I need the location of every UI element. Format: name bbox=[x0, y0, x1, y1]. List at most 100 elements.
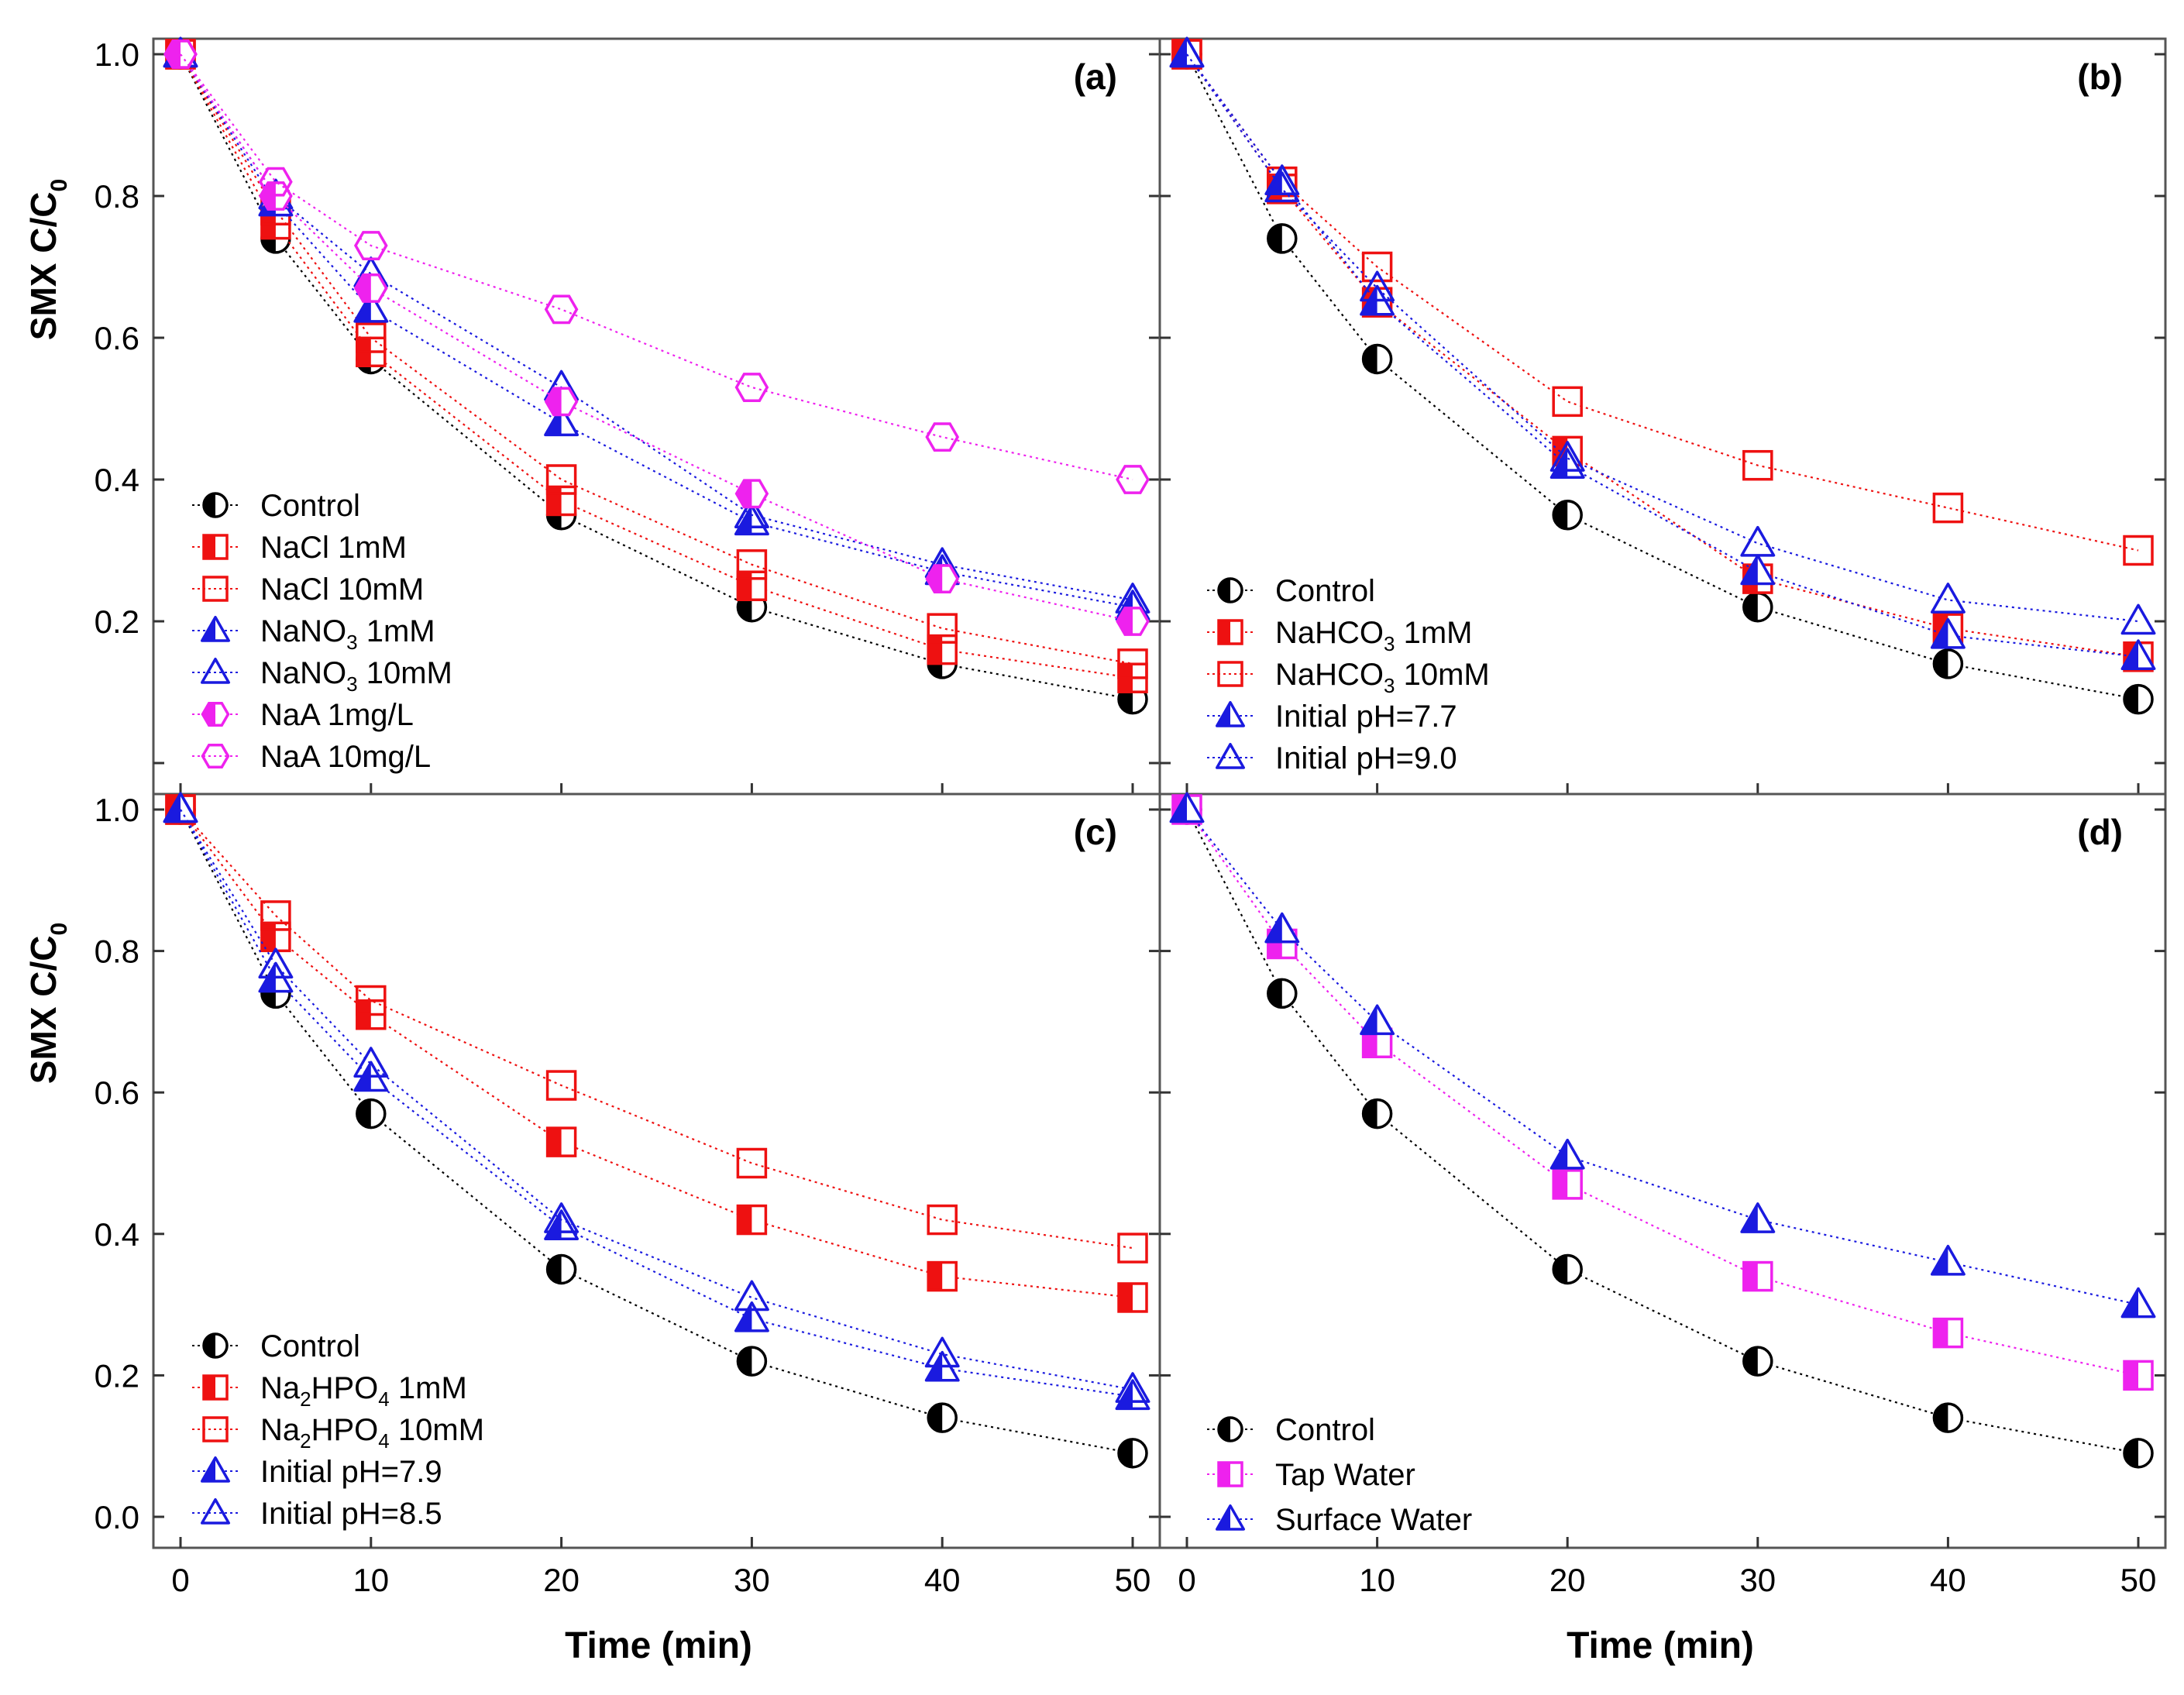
panel-c-xtick-label: 40 bbox=[924, 1562, 961, 1598]
panel-a-ytick-label: 0.6 bbox=[95, 320, 139, 356]
panel-b-series-initial-ph-9-0 bbox=[1169, 36, 2156, 635]
panel-c-legend-marker bbox=[201, 1456, 230, 1483]
legend-label-subscript: 4 bbox=[378, 1429, 389, 1453]
panel-a-series-nacl-10mm-point bbox=[356, 322, 387, 353]
legend-label-suffix: 1mM bbox=[1395, 616, 1473, 650]
panel-d-series-surface-water-point bbox=[1169, 792, 1205, 823]
panel-a-series-naa-1mg-l-point bbox=[1116, 607, 1150, 636]
legend-label-subscript: 2 bbox=[300, 1429, 311, 1453]
panel-c-ytick-label: 0.2 bbox=[95, 1357, 139, 1394]
legend-label-subscript: 3 bbox=[346, 672, 357, 696]
panel-a-series-nacl-10mm-point bbox=[927, 613, 958, 644]
y-axis-title-text: SMX C/C bbox=[23, 936, 64, 1085]
panel-d-ticks: 0 10 20 30 40 50 bbox=[1160, 808, 2165, 1598]
panel-d-xtick-label: 30 bbox=[1739, 1562, 1776, 1598]
panel-c-series-na2hpo4-1mm bbox=[165, 794, 1148, 1313]
panel-d-legend-item: Surface Water bbox=[1207, 1503, 1472, 1537]
panel-a-series-nacl-1mm-point bbox=[927, 634, 958, 665]
panel-d-xtick-label: 40 bbox=[1930, 1562, 1966, 1598]
panel-a-legend-item: Control bbox=[192, 489, 360, 523]
panel-a-legend-item: NaA 10mg/L bbox=[192, 740, 431, 774]
panel-b-legend-marker bbox=[1216, 743, 1245, 769]
panel-d-series-tap-water-line bbox=[1186, 809, 2139, 1377]
panel-d-legend-marker bbox=[1217, 1416, 1243, 1442]
panel-b-legend-marker bbox=[1217, 661, 1243, 687]
panel-a-legend-label: NaNO3 10mM bbox=[260, 656, 452, 696]
panel-d-xtick-label: 50 bbox=[2120, 1562, 2157, 1598]
panel-a-series-nacl-10mm-point bbox=[545, 464, 577, 495]
legend-label-suffix: 1mM bbox=[390, 1371, 467, 1405]
panel-b-legend-label: NaHCO3 1mM bbox=[1275, 616, 1473, 655]
panel-d-legend-item: Control bbox=[1207, 1413, 1375, 1447]
panel-a-series-naa-10mg-l-point bbox=[353, 231, 388, 260]
panel-b-series-control-point bbox=[1267, 223, 1298, 254]
panel-a-series-nacl-10mm-point bbox=[1117, 648, 1148, 679]
panel-b-series-initial-ph-7-7-point bbox=[2120, 639, 2156, 671]
legend-label-text: NaA 1mg/L bbox=[260, 698, 414, 732]
panel-b-series-initial-ph-7-7-line bbox=[1186, 53, 2139, 658]
panel-a-series-nano3-1mm-line bbox=[180, 53, 1133, 608]
panel-a-legend-item: NaCl 1mM bbox=[192, 531, 407, 565]
panel-a-series-nacl-1mm-point bbox=[545, 485, 577, 517]
legend-label-text: NaCl 10mM bbox=[260, 572, 424, 607]
panel-c-series-na2hpo4-1mm-point bbox=[260, 921, 291, 953]
panel-d-legend-marker bbox=[1217, 1461, 1243, 1487]
legend-label-subscript: 3 bbox=[1384, 674, 1395, 697]
panel-a-legend-label: NaCl 1mM bbox=[260, 531, 407, 565]
panel-c-series-initial-ph-8-5-point bbox=[163, 792, 198, 823]
panel-d-series-control-point bbox=[1361, 1098, 1393, 1129]
panel-c-series-initial-ph-8-5 bbox=[163, 792, 1150, 1403]
y-axis-title-bottom: SMX C/C0 bbox=[23, 923, 72, 1084]
panel-c-series-na2hpo4-1mm-point bbox=[1117, 1282, 1148, 1313]
panel-c-series-initial-ph-8-5-point bbox=[258, 947, 294, 979]
legend-label-text: NaA 10mg/L bbox=[260, 740, 431, 774]
panel-d-series-surface-water bbox=[1169, 792, 2156, 1319]
panel-a-ytick-label: 1.0 bbox=[95, 36, 139, 73]
panel-a-legend-marker bbox=[201, 701, 230, 727]
panel-d-legend-label: Tap Water bbox=[1275, 1458, 1415, 1492]
panel-d-series-surface-water-point bbox=[1264, 912, 1300, 944]
panel-b-series-initial-ph-9-0-point bbox=[1169, 36, 1205, 68]
panel-c-legend-label: Control bbox=[260, 1329, 360, 1363]
panel-a: 0.2 0.4 0.6 0.8 1.0 (a) Control NaCl 1mM NaCl 10… bbox=[95, 36, 1161, 796]
panel-a-series-naa-10mg-l-point bbox=[1116, 465, 1150, 494]
panel-a-legend-marker bbox=[201, 658, 230, 684]
panel-c-series-initial-ph-8-5-point bbox=[353, 1047, 389, 1078]
panel-c-series-na2hpo4-1mm-point bbox=[545, 1126, 577, 1157]
axis-titles: SMX C/C0 SMX C/C0 Time (min) Time (min) bbox=[23, 179, 1754, 1666]
panel-d-series-tap-water-point bbox=[1552, 1169, 1583, 1200]
panel-c: 0.0 0.2 0.4 0.6 0.8 1.0 0 10 20 30 40 50 (c) Control N… bbox=[95, 792, 1161, 1598]
panel-b-legend-label: Control bbox=[1275, 574, 1375, 608]
panel-b-series-control-point bbox=[1742, 591, 1773, 623]
panel-a-label: (a) bbox=[1074, 57, 1117, 97]
legend-label-text: Control bbox=[1275, 1413, 1375, 1447]
panel-c-series-control-point bbox=[356, 1098, 387, 1129]
panel-c-ytick-label: 0.4 bbox=[95, 1216, 139, 1253]
panel-c-series-initial-ph-8-5-line bbox=[180, 809, 1133, 1391]
y-axis-title-top: SMX C/C0 bbox=[23, 179, 72, 340]
panel-d-legend-label: Control bbox=[1275, 1413, 1375, 1447]
panel-a-series-naa-10mg-l-point bbox=[734, 373, 769, 402]
panel-b-series-control-point bbox=[1932, 648, 1964, 679]
panel-d-frame bbox=[1158, 792, 2167, 1549]
x-axis-title-left: Time (min) bbox=[565, 1625, 752, 1666]
panel-c-series-na2hpo4-10mm-point bbox=[356, 985, 387, 1016]
panel-d-series-surface-water-point bbox=[1360, 1004, 1395, 1036]
panel-a-legend-marker bbox=[202, 492, 229, 518]
panel-b-series-initial-ph-9-0-point bbox=[1360, 270, 1395, 302]
panel-b-series-initial-ph-9-0-point bbox=[1264, 171, 1300, 203]
panel-c-xtick-label: 50 bbox=[1115, 1562, 1151, 1598]
panel-d-series-control-point bbox=[2123, 1438, 2154, 1469]
legend-label-text: Initial pH=9.0 bbox=[1275, 741, 1457, 775]
y-axis-title-subscript: 0 bbox=[46, 179, 72, 192]
panel-c-series-control-point bbox=[927, 1402, 958, 1433]
panel-b-legend-label: Initial pH=9.0 bbox=[1275, 741, 1457, 775]
panel-c-series-control-point bbox=[545, 1253, 577, 1285]
legend-label-subscript: 4 bbox=[378, 1387, 389, 1411]
legend-label-text: NaHCO bbox=[1275, 616, 1384, 650]
legend-label-text: Control bbox=[260, 1329, 360, 1363]
panel-d-series-control-line bbox=[1186, 809, 2139, 1454]
panel-c-legend-item: Initial pH=7.9 bbox=[192, 1455, 442, 1489]
